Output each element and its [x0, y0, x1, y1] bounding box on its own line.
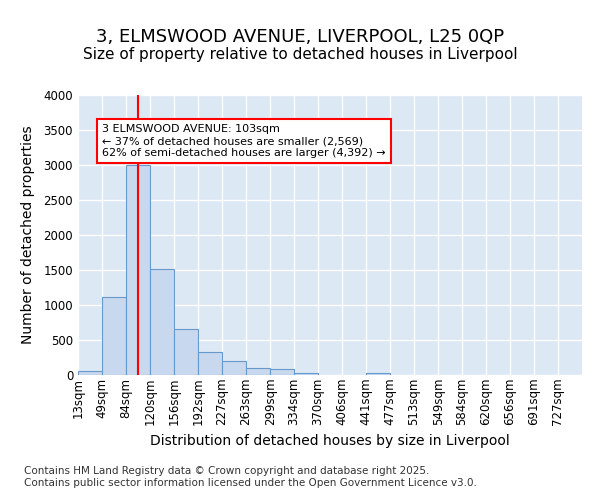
Y-axis label: Number of detached properties: Number of detached properties — [21, 126, 35, 344]
Text: Contains HM Land Registry data © Crown copyright and database right 2025.
Contai: Contains HM Land Registry data © Crown c… — [24, 466, 477, 487]
Bar — [270, 370, 295, 375]
Bar — [126, 165, 150, 375]
Bar — [102, 296, 127, 375]
Bar — [198, 352, 223, 375]
Bar — [150, 268, 174, 375]
Text: Size of property relative to detached houses in Liverpool: Size of property relative to detached ho… — [83, 48, 517, 62]
Bar — [246, 368, 270, 375]
Text: 3, ELMSWOOD AVENUE, LIVERPOOL, L25 0QP: 3, ELMSWOOD AVENUE, LIVERPOOL, L25 0QP — [96, 28, 504, 46]
Bar — [222, 361, 246, 375]
Text: 3 ELMSWOOD AVENUE: 103sqm
← 37% of detached houses are smaller (2,569)
62% of se: 3 ELMSWOOD AVENUE: 103sqm ← 37% of detac… — [102, 124, 386, 158]
Bar — [294, 373, 318, 375]
Bar — [78, 371, 102, 375]
Bar — [174, 329, 198, 375]
Bar — [365, 373, 390, 375]
X-axis label: Distribution of detached houses by size in Liverpool: Distribution of detached houses by size … — [150, 434, 510, 448]
